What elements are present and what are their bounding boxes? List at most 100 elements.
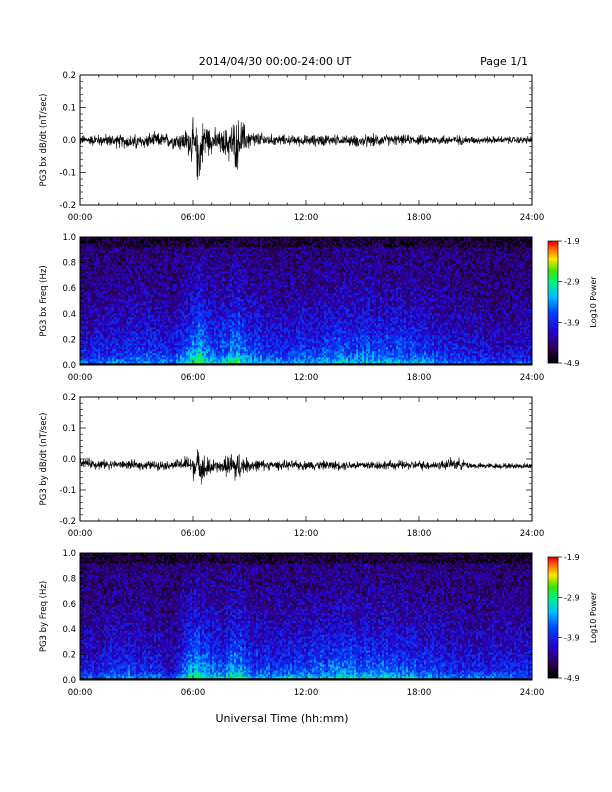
spectrogram-cell [128, 359, 131, 362]
spectrogram-cell [210, 283, 213, 286]
spectrogram-cell [106, 297, 109, 300]
spectrogram-cell [136, 301, 139, 304]
spectrogram-cell [222, 307, 225, 310]
spectrogram-cell [118, 269, 121, 272]
spectrogram-cell [160, 261, 163, 264]
spectrogram-cell [208, 359, 211, 362]
spectrogram-cell [154, 303, 157, 306]
spectrogram-cell [104, 349, 107, 352]
spectrogram-cell [202, 283, 205, 286]
spectrogram-cell [176, 321, 179, 324]
spectrogram-cell [148, 237, 151, 240]
spectrogram-cell [104, 249, 107, 252]
spectrogram-cell [218, 299, 221, 302]
spectrogram-cell [154, 305, 157, 308]
spectrogram-cell [172, 345, 175, 348]
spectrogram-cell [184, 327, 187, 330]
spectrogram-cell [118, 301, 121, 304]
spectrogram-cell [214, 265, 217, 268]
spectrogram-cell [172, 297, 175, 300]
spectrogram-cell [80, 341, 83, 344]
spectrogram-cell [192, 271, 195, 274]
spectrogram-cell [164, 333, 167, 336]
spectrogram-cell [134, 325, 137, 328]
spectrogram-cell [196, 241, 199, 244]
spectrogram-cell [162, 253, 165, 256]
spectrogram-cell [110, 289, 113, 292]
spectrogram-cell [104, 333, 107, 336]
spectrogram-cell [168, 259, 171, 262]
spectrogram-cell [92, 253, 95, 256]
spectrogram-cell [176, 329, 179, 332]
spectrogram-cell [200, 243, 203, 246]
spectrogram-cell [208, 267, 211, 270]
spectrogram-cell [114, 339, 117, 342]
spectrogram-cell [140, 241, 143, 244]
spectrogram-cell [130, 259, 133, 262]
spectrogram-cell [170, 253, 173, 256]
spectrogram-cell [188, 315, 191, 318]
spectrogram-cell [126, 347, 129, 350]
spectrogram-cell [156, 347, 159, 350]
spectrogram-cell [230, 355, 233, 358]
spectrogram-cell [142, 273, 145, 276]
spectrogram-cell [196, 341, 199, 344]
spectrogram-cell [216, 339, 219, 342]
spectrogram-cell [164, 341, 167, 344]
spectrogram-cell [228, 271, 231, 274]
spectrogram-cell [150, 351, 153, 354]
spectrogram-cell [128, 239, 131, 242]
spectrogram-cell [112, 327, 115, 330]
spectrogram-cell [148, 311, 151, 314]
spectrogram-cell [172, 357, 175, 360]
spectrogram-cell [114, 285, 117, 288]
spectrogram-cell [166, 321, 169, 324]
spectrogram-cell [176, 273, 179, 276]
spectrogram-cell [114, 347, 117, 350]
spectrogram-cell [108, 295, 111, 298]
spectrogram-cell [82, 267, 85, 270]
spectrogram-cell [154, 297, 157, 300]
spectrogram-cell [156, 299, 159, 302]
spectrogram-cell [164, 303, 167, 306]
spectrogram-cell [224, 277, 227, 280]
spectrogram-cell [118, 327, 121, 330]
spectrogram-cell [108, 331, 111, 334]
spectrogram-cell [202, 311, 205, 314]
spectrogram-cell [208, 271, 211, 274]
spectrogram-cell [224, 263, 227, 266]
spectrogram-cell [228, 275, 231, 278]
spectrogram-cell [186, 283, 189, 286]
spectrogram-cell [208, 257, 211, 260]
spectrogram-cell [84, 309, 87, 312]
spectrogram-cell [100, 239, 103, 242]
spectrogram-cell [182, 241, 185, 244]
spectrogram-cell [202, 353, 205, 356]
spectrogram-cell [120, 237, 123, 240]
spectrogram-cell [124, 291, 127, 294]
spectrogram-cell [90, 237, 93, 240]
spectrogram-cell [170, 353, 173, 356]
spectrogram-cell [86, 281, 89, 284]
spectrogram-cell [200, 341, 203, 344]
spectrogram-cell [170, 299, 173, 302]
spectrogram-cell [228, 261, 231, 264]
spectrogram-cell [102, 241, 105, 244]
spectrogram-cell [178, 289, 181, 292]
spectrogram-cell [100, 325, 103, 328]
spectrogram-cell [154, 341, 157, 344]
spectrogram-cell [156, 239, 159, 242]
spectrogram-cell [108, 257, 111, 260]
spectrogram-cell [168, 307, 171, 310]
spectrogram-cell [206, 313, 209, 316]
spectrogram-cell [182, 279, 185, 282]
spectrogram-cell [88, 325, 91, 328]
spectrogram-cell [142, 239, 145, 242]
spectrogram-cell [202, 245, 205, 248]
spectrogram-cell [106, 313, 109, 316]
spectrogram-cell [144, 265, 147, 268]
spectrogram-cell [170, 259, 173, 262]
spectrogram-cell [192, 353, 195, 356]
spectrogram-cell [96, 345, 99, 348]
spectrogram-cell [116, 249, 119, 252]
